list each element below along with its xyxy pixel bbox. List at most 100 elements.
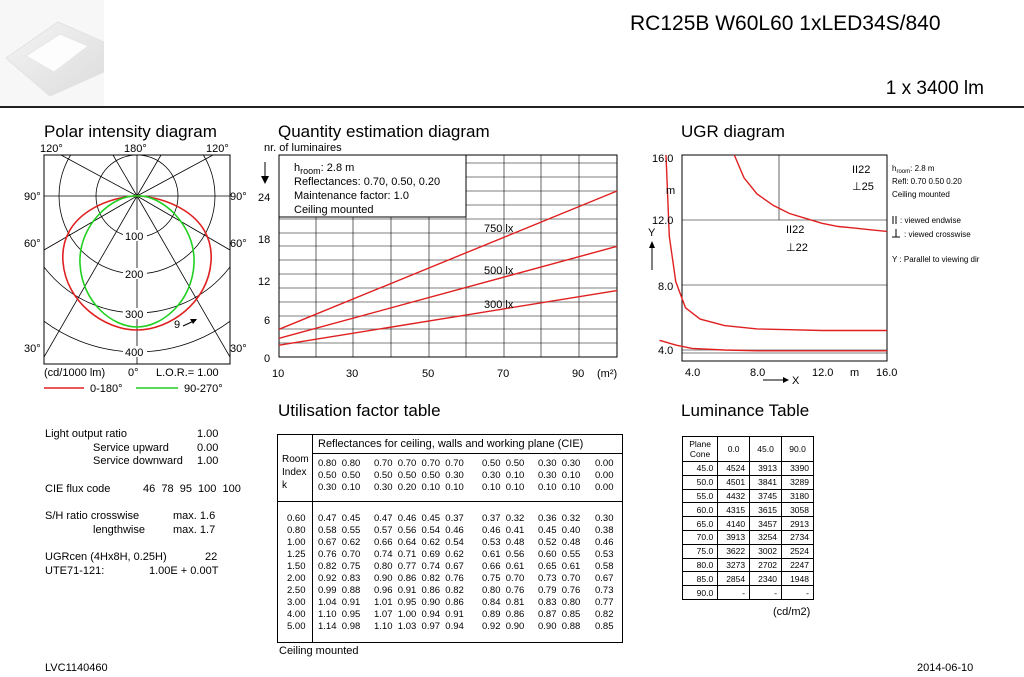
luminance-value: 4315 — [717, 502, 751, 518]
ugr-side-crosswise: : viewed crosswise — [904, 230, 971, 239]
ugr-x-unit: m — [850, 367, 859, 379]
info-mounting: Ceiling mounted — [294, 204, 374, 216]
document-code: LVC1140460 — [45, 662, 108, 674]
luminance-table: Plane Cone 0.0 45.0 90.0 45.0 4524 3913 339… — [681, 436, 814, 602]
ugr-x-8: 8.0 — [750, 367, 765, 379]
product-thumbnail — [0, 0, 104, 106]
polar-ring-labels: 100 200 300 400 — [123, 230, 147, 359]
ugr-side-endwise: : viewed endwise — [900, 216, 961, 225]
uf-group-3: 0.37 0.32 0.46 0.41 0.53 0.48 0.61 0.56 … — [482, 513, 525, 632]
angle-left-30: 30° — [24, 343, 41, 355]
luminance-row: 60.0 4315 3615 3058 — [681, 502, 814, 518]
luminance-row: 70.0 3913 3254 2734 — [681, 529, 814, 545]
luminance-header-plane: Plane Cone — [681, 436, 719, 462]
luminance-row: 75.0 3622 3002 2524 — [681, 543, 814, 559]
luminance-value: 3390 — [781, 461, 814, 476]
luminance-row: 55.0 4432 3745 3180 — [681, 488, 814, 504]
luminance-unit: (cd/m2) — [773, 606, 811, 618]
polar-frame — [43, 154, 231, 365]
quantity-title: Quantity estimation diagram — [278, 122, 490, 141]
x-tick-30: 30 — [346, 368, 358, 380]
quantity-series — [278, 190, 618, 346]
product-title: RC125B W60L60 1xLED34S/840 — [630, 12, 941, 35]
ugr-side-info: hroom: 2.8 m Refl: 0.70 0.50 0.20 Ceilin… — [892, 164, 980, 264]
downward-row: Service downward 1.00 — [93, 455, 219, 467]
utilisation-footnote: Ceiling mounted — [279, 645, 359, 657]
ugr-label-mid-endwise: II22 — [786, 224, 804, 236]
ring-label-400: 400 — [125, 347, 143, 359]
ugr-y-unit: m — [666, 185, 675, 197]
quantity-grid — [279, 155, 617, 357]
luminance-cone-angle: 50.0 — [681, 474, 719, 490]
luminance-value: 3254 — [749, 529, 783, 545]
ring-label-100: 100 — [125, 231, 143, 243]
header-divider — [0, 106, 1024, 108]
info-reflectances: Reflectances: 0.70, 0.50, 0.20 — [294, 176, 440, 188]
polar-legend: 0-180° 90-270° — [44, 383, 223, 395]
quantity-frame — [278, 154, 618, 358]
luminance-cone-angle: 55.0 — [681, 488, 719, 504]
product-thumbnail-image — [0, 0, 104, 106]
angle-left-60: 60° — [24, 238, 41, 250]
ring-label-300: 300 — [125, 309, 143, 321]
quantity-info: hroom: 2.8 m Reflectances: 0.70, 0.50, 0… — [294, 162, 440, 216]
ugr-series — [659, 154, 888, 352]
polar-title: Polar intensity diagram — [44, 122, 217, 141]
luminance-value: 3273 — [717, 557, 751, 573]
y-tick-12: 12 — [258, 276, 270, 288]
y-tick-18: 18 — [258, 234, 270, 246]
luminance-value: 3913 — [717, 529, 751, 545]
luminance-row: 90.0- - - — [681, 585, 814, 600]
ugr-label-mid-crosswise: ⊥22 — [786, 242, 808, 254]
legend-green-label: 90-270° — [184, 383, 223, 395]
luminance-value: 2734 — [781, 529, 814, 545]
x-tick-70: 70 — [497, 368, 509, 380]
luminance-value: 4432 — [717, 488, 751, 504]
polar-curve-90-270 — [79, 195, 195, 328]
refl-group-5: 0.00 0.00 0.00 — [595, 458, 614, 493]
luminance-value: 2702 — [749, 557, 783, 573]
info-hroom: hroom: 2.8 m — [294, 162, 354, 176]
luminance-header-0: 0.0 — [717, 436, 751, 462]
legend-red-label: 0-180° — [90, 383, 123, 395]
quantity-series-labels: 750 lx 500 lx 300 lx — [484, 223, 514, 311]
uf-group-1: 0.47 0.45 0.58 0.55 0.67 0.62 0.76 0.70 … — [318, 513, 361, 632]
quantity-line-2 — [278, 289, 618, 346]
luminance-value: 3615 — [749, 502, 783, 518]
ugr-x-4: 4.0 — [685, 367, 700, 379]
ugr-curve-2 — [659, 339, 887, 352]
angle-top-right: 120° — [206, 143, 229, 155]
ugr-y-4: 4.0 — [658, 345, 673, 357]
quantity-line-0 — [278, 190, 618, 330]
ugr-y-label: Y — [648, 227, 656, 239]
luminance-header-45: 45.0 — [749, 436, 783, 462]
y-tick-24: 24 — [258, 192, 270, 204]
luminance-value: 3289 — [781, 474, 814, 490]
polar-arrowhead — [190, 319, 197, 324]
luminance-value: - — [717, 585, 751, 600]
angle-right-60: 60° — [230, 238, 247, 250]
uf-group-4: 0.36 0.32 0.45 0.40 0.52 0.48 0.60 0.55 … — [538, 513, 581, 632]
luminance-value: 3457 — [749, 516, 783, 531]
luminance-header-row: Plane Cone 0.0 45.0 90.0 — [681, 436, 814, 462]
luminance-cone-angle: 70.0 — [681, 529, 719, 545]
luminance-value: 3745 — [749, 488, 783, 504]
luminance-cone-angle: 65.0 — [681, 516, 719, 531]
angle-top-left: 120° — [40, 143, 63, 155]
utilisation-table: Reflectances for ceiling, walls and work… — [277, 434, 623, 643]
luminance-row: 50.0 4501 3841 3289 — [681, 474, 814, 490]
series-label-500: 500 lx — [484, 265, 514, 277]
x-tick-50: 50 — [422, 368, 434, 380]
luminance-value: 3058 — [781, 502, 814, 518]
luminance-value: - — [749, 585, 783, 600]
sh-cross-row: S/H ratio crosswise max. 1.6 — [45, 510, 216, 522]
angle-right-90: 90° — [230, 191, 247, 203]
quantity-line-1 — [278, 245, 618, 340]
luminance-cone-angle: 90.0 — [681, 585, 719, 600]
ugr-x-16: 16.0 — [876, 367, 897, 379]
polar-angle-labels: 120° 180° 120° 90° 60° 30° 90° 60° 30° (… — [24, 143, 247, 379]
luminance-row: 45.0 4524 3913 3390 — [681, 461, 814, 476]
ugr-x-12: 12.0 — [812, 367, 833, 379]
